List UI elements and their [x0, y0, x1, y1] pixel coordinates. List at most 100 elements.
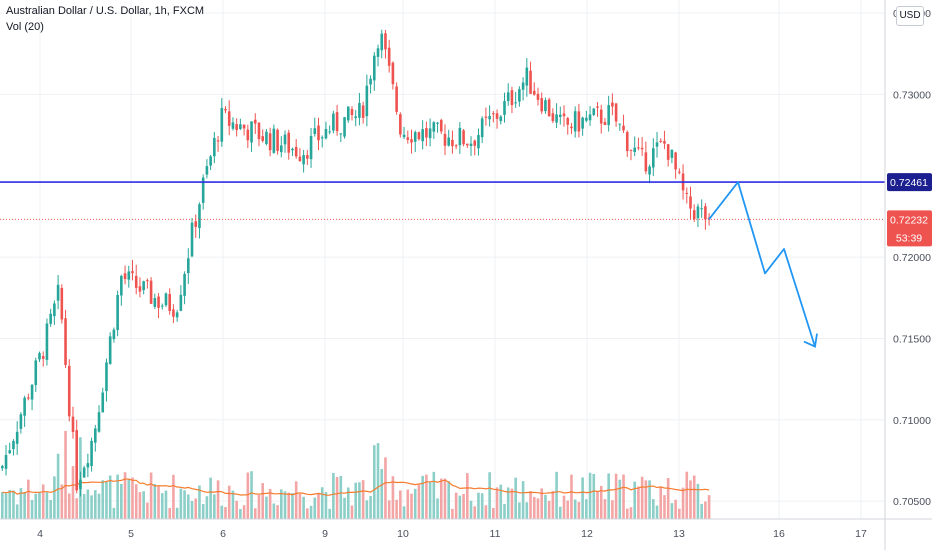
candle-body — [38, 353, 41, 360]
candle-body — [625, 132, 629, 152]
candle-body — [499, 116, 503, 122]
candle-body — [283, 134, 287, 145]
candle-body — [674, 152, 677, 170]
candle-body — [242, 124, 246, 129]
volume-bar — [603, 499, 607, 519]
volume-bar — [164, 490, 168, 519]
volume-bar — [518, 502, 521, 519]
volume-bar — [503, 503, 506, 519]
volume-bar — [570, 474, 573, 519]
volume-bar — [213, 494, 216, 519]
candle-body — [224, 108, 227, 111]
volume-bar — [49, 500, 52, 519]
volume-bar — [335, 477, 339, 519]
symbol-title[interactable]: Australian Dollar / U.S. Dollar, 1h, FXC… — [6, 5, 205, 17]
volume-bar — [451, 508, 454, 519]
volume-indicator-label[interactable]: Vol (20) — [6, 21, 44, 33]
candle-body — [514, 102, 517, 104]
candlesticks — [1, 29, 711, 497]
time-tick-label: 4 — [37, 528, 43, 540]
candle-body — [79, 479, 82, 489]
volume-bar — [614, 473, 618, 519]
volume-bar — [34, 493, 38, 519]
candle-body — [466, 143, 469, 146]
candle-body — [510, 90, 514, 106]
volume-bar — [306, 508, 309, 519]
candle-body — [358, 103, 361, 118]
volume-bar — [23, 492, 26, 519]
candle-body — [142, 281, 145, 291]
volume-bar — [324, 491, 328, 519]
volume-bar — [674, 499, 677, 519]
volume-bar — [82, 494, 86, 519]
candle-body — [298, 156, 302, 162]
candle-body — [261, 136, 264, 141]
candle-body — [488, 116, 491, 120]
candle-body — [239, 124, 242, 129]
volume-bar — [291, 493, 294, 519]
volume-bar — [227, 485, 231, 519]
candle-body — [328, 131, 331, 133]
candle-body — [335, 112, 339, 132]
volume-bar — [510, 488, 514, 519]
candle-body — [101, 392, 105, 413]
time-tick-label: 17 — [855, 528, 867, 540]
volume-bar — [350, 505, 354, 519]
candle-body — [633, 147, 636, 152]
candle-body — [585, 117, 588, 121]
volume-bar — [116, 474, 119, 519]
candle-body — [439, 119, 443, 132]
candle-body — [544, 100, 547, 112]
volume-bar — [71, 466, 75, 519]
candle-body — [4, 455, 8, 469]
volume-bar — [659, 486, 663, 519]
candle-body — [692, 210, 696, 220]
candle-body — [652, 148, 655, 168]
candle-body — [168, 294, 171, 311]
candle-body — [391, 62, 395, 85]
volume-bar — [361, 480, 365, 519]
volume-bar — [261, 483, 264, 519]
candle-body — [45, 323, 49, 360]
volume-bar — [633, 481, 636, 519]
candle-body — [15, 431, 19, 444]
volume-bar — [298, 493, 302, 519]
volume-bar — [402, 506, 406, 519]
candle-body — [376, 48, 380, 57]
candle-body — [402, 134, 406, 138]
volume-bar — [376, 443, 380, 519]
volume-bar — [466, 473, 469, 519]
price-tick-label: 0.71500 — [893, 333, 931, 345]
candle-body — [462, 130, 465, 145]
candle-body — [503, 101, 506, 115]
volume-bar — [585, 499, 588, 519]
candle-body — [194, 221, 198, 227]
candle-body — [622, 125, 625, 131]
candle-body — [596, 106, 599, 108]
candle-body — [704, 206, 707, 220]
volume-bar — [551, 490, 555, 519]
volume-bar — [573, 499, 577, 519]
candle-body — [551, 113, 555, 122]
candle-body — [659, 140, 663, 142]
volume-moving-average — [2, 478, 710, 496]
volume-bar — [283, 491, 287, 519]
candle-body — [272, 128, 276, 153]
volume-bar — [138, 492, 142, 519]
volume-bar — [101, 480, 105, 519]
currency-button[interactable]: USD — [896, 6, 924, 26]
candle-body — [413, 132, 417, 142]
candle-body — [428, 128, 432, 139]
time-tick-label: 13 — [673, 528, 685, 540]
volume-bar — [700, 503, 703, 519]
candle-body — [71, 416, 75, 433]
volume-bar — [183, 490, 186, 519]
volume-bar — [198, 485, 201, 519]
volume-bar — [373, 445, 376, 519]
candle-body — [294, 146, 298, 157]
volume-bar — [90, 495, 93, 519]
candle-body — [696, 206, 700, 219]
volume-bar — [112, 507, 116, 519]
